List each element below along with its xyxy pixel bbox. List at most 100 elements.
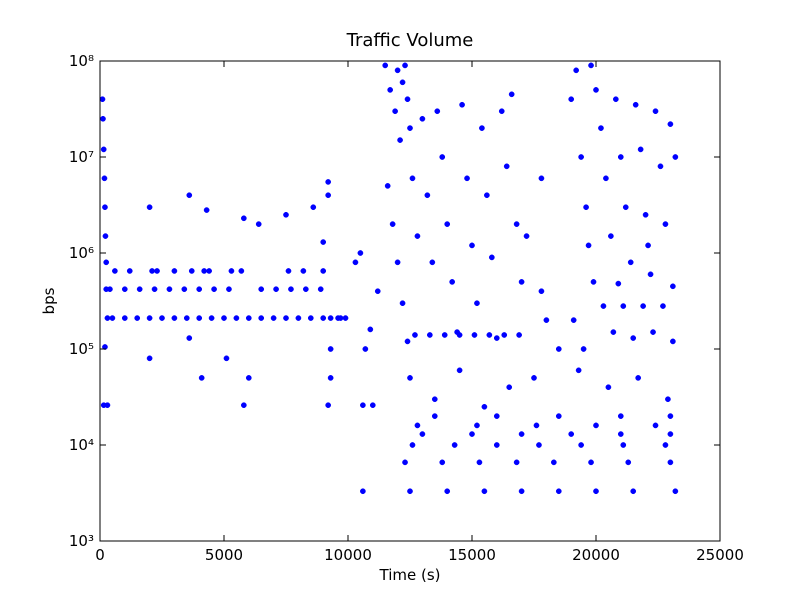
point — [484, 192, 490, 199]
point — [640, 303, 646, 309]
point — [414, 233, 421, 239]
point — [419, 115, 426, 122]
point — [387, 87, 394, 93]
point — [206, 268, 212, 274]
y-tick-label: 10⁴ — [69, 436, 94, 454]
point — [593, 422, 599, 429]
point — [226, 286, 232, 293]
point — [620, 303, 627, 309]
point — [585, 242, 592, 249]
point — [233, 315, 240, 321]
point — [513, 459, 520, 466]
point — [630, 335, 637, 341]
point — [533, 422, 540, 429]
point — [667, 413, 674, 419]
point — [513, 221, 520, 227]
point — [523, 233, 530, 239]
point — [570, 317, 577, 323]
point — [397, 137, 403, 143]
point — [590, 279, 597, 285]
point — [573, 67, 580, 74]
point — [603, 175, 609, 182]
point — [627, 259, 634, 266]
point — [617, 154, 624, 160]
point — [412, 332, 418, 338]
point — [342, 315, 349, 321]
point — [665, 396, 671, 403]
point — [245, 315, 252, 321]
point — [407, 125, 413, 131]
point — [171, 315, 178, 321]
point — [536, 442, 542, 448]
y-axis-label: bps — [40, 287, 58, 314]
point — [518, 279, 525, 285]
x-tick-label: 10000 — [324, 546, 372, 564]
point — [208, 315, 215, 321]
point — [404, 338, 411, 345]
point — [352, 259, 359, 266]
point — [434, 108, 441, 115]
point — [608, 233, 614, 239]
point — [121, 286, 128, 293]
point — [394, 259, 401, 266]
point — [672, 154, 679, 160]
point — [612, 96, 619, 103]
point — [121, 315, 128, 321]
point — [325, 179, 332, 185]
point — [620, 442, 627, 448]
point — [102, 204, 108, 211]
point — [320, 239, 327, 245]
y-tick-label: 10⁷ — [69, 148, 94, 166]
point — [660, 303, 666, 309]
point — [670, 283, 676, 290]
point — [568, 431, 575, 437]
x-tick-label: 0 — [95, 546, 105, 564]
point — [630, 488, 637, 495]
point — [580, 346, 587, 352]
point — [283, 315, 289, 321]
point — [667, 459, 674, 466]
point — [374, 288, 381, 295]
point — [327, 346, 334, 352]
point — [273, 286, 279, 293]
point — [518, 488, 525, 495]
point — [196, 286, 203, 293]
point — [325, 402, 332, 409]
point — [605, 384, 612, 391]
point — [441, 332, 448, 338]
point — [414, 422, 421, 429]
point — [255, 221, 262, 227]
point — [100, 146, 107, 153]
point — [258, 286, 265, 293]
point — [369, 402, 376, 409]
point — [670, 338, 676, 345]
point — [399, 79, 406, 86]
point — [302, 286, 309, 293]
point — [384, 183, 391, 189]
y-tick-label: 10⁶ — [69, 244, 94, 262]
point — [469, 242, 475, 249]
point — [474, 300, 480, 307]
point — [593, 488, 599, 495]
point — [501, 332, 508, 338]
point — [622, 204, 629, 211]
point — [444, 488, 451, 495]
x-tick-label: 25000 — [696, 546, 744, 564]
point — [650, 329, 656, 335]
point — [506, 384, 513, 391]
point — [419, 431, 426, 437]
point — [550, 459, 557, 466]
point — [151, 286, 158, 293]
point — [615, 280, 622, 287]
point — [657, 163, 664, 170]
point — [300, 268, 307, 274]
point — [134, 315, 141, 321]
point — [404, 96, 411, 103]
point — [439, 459, 446, 466]
point — [424, 192, 431, 199]
point — [146, 204, 153, 211]
point — [667, 431, 674, 437]
point — [183, 315, 190, 321]
point — [588, 62, 594, 69]
